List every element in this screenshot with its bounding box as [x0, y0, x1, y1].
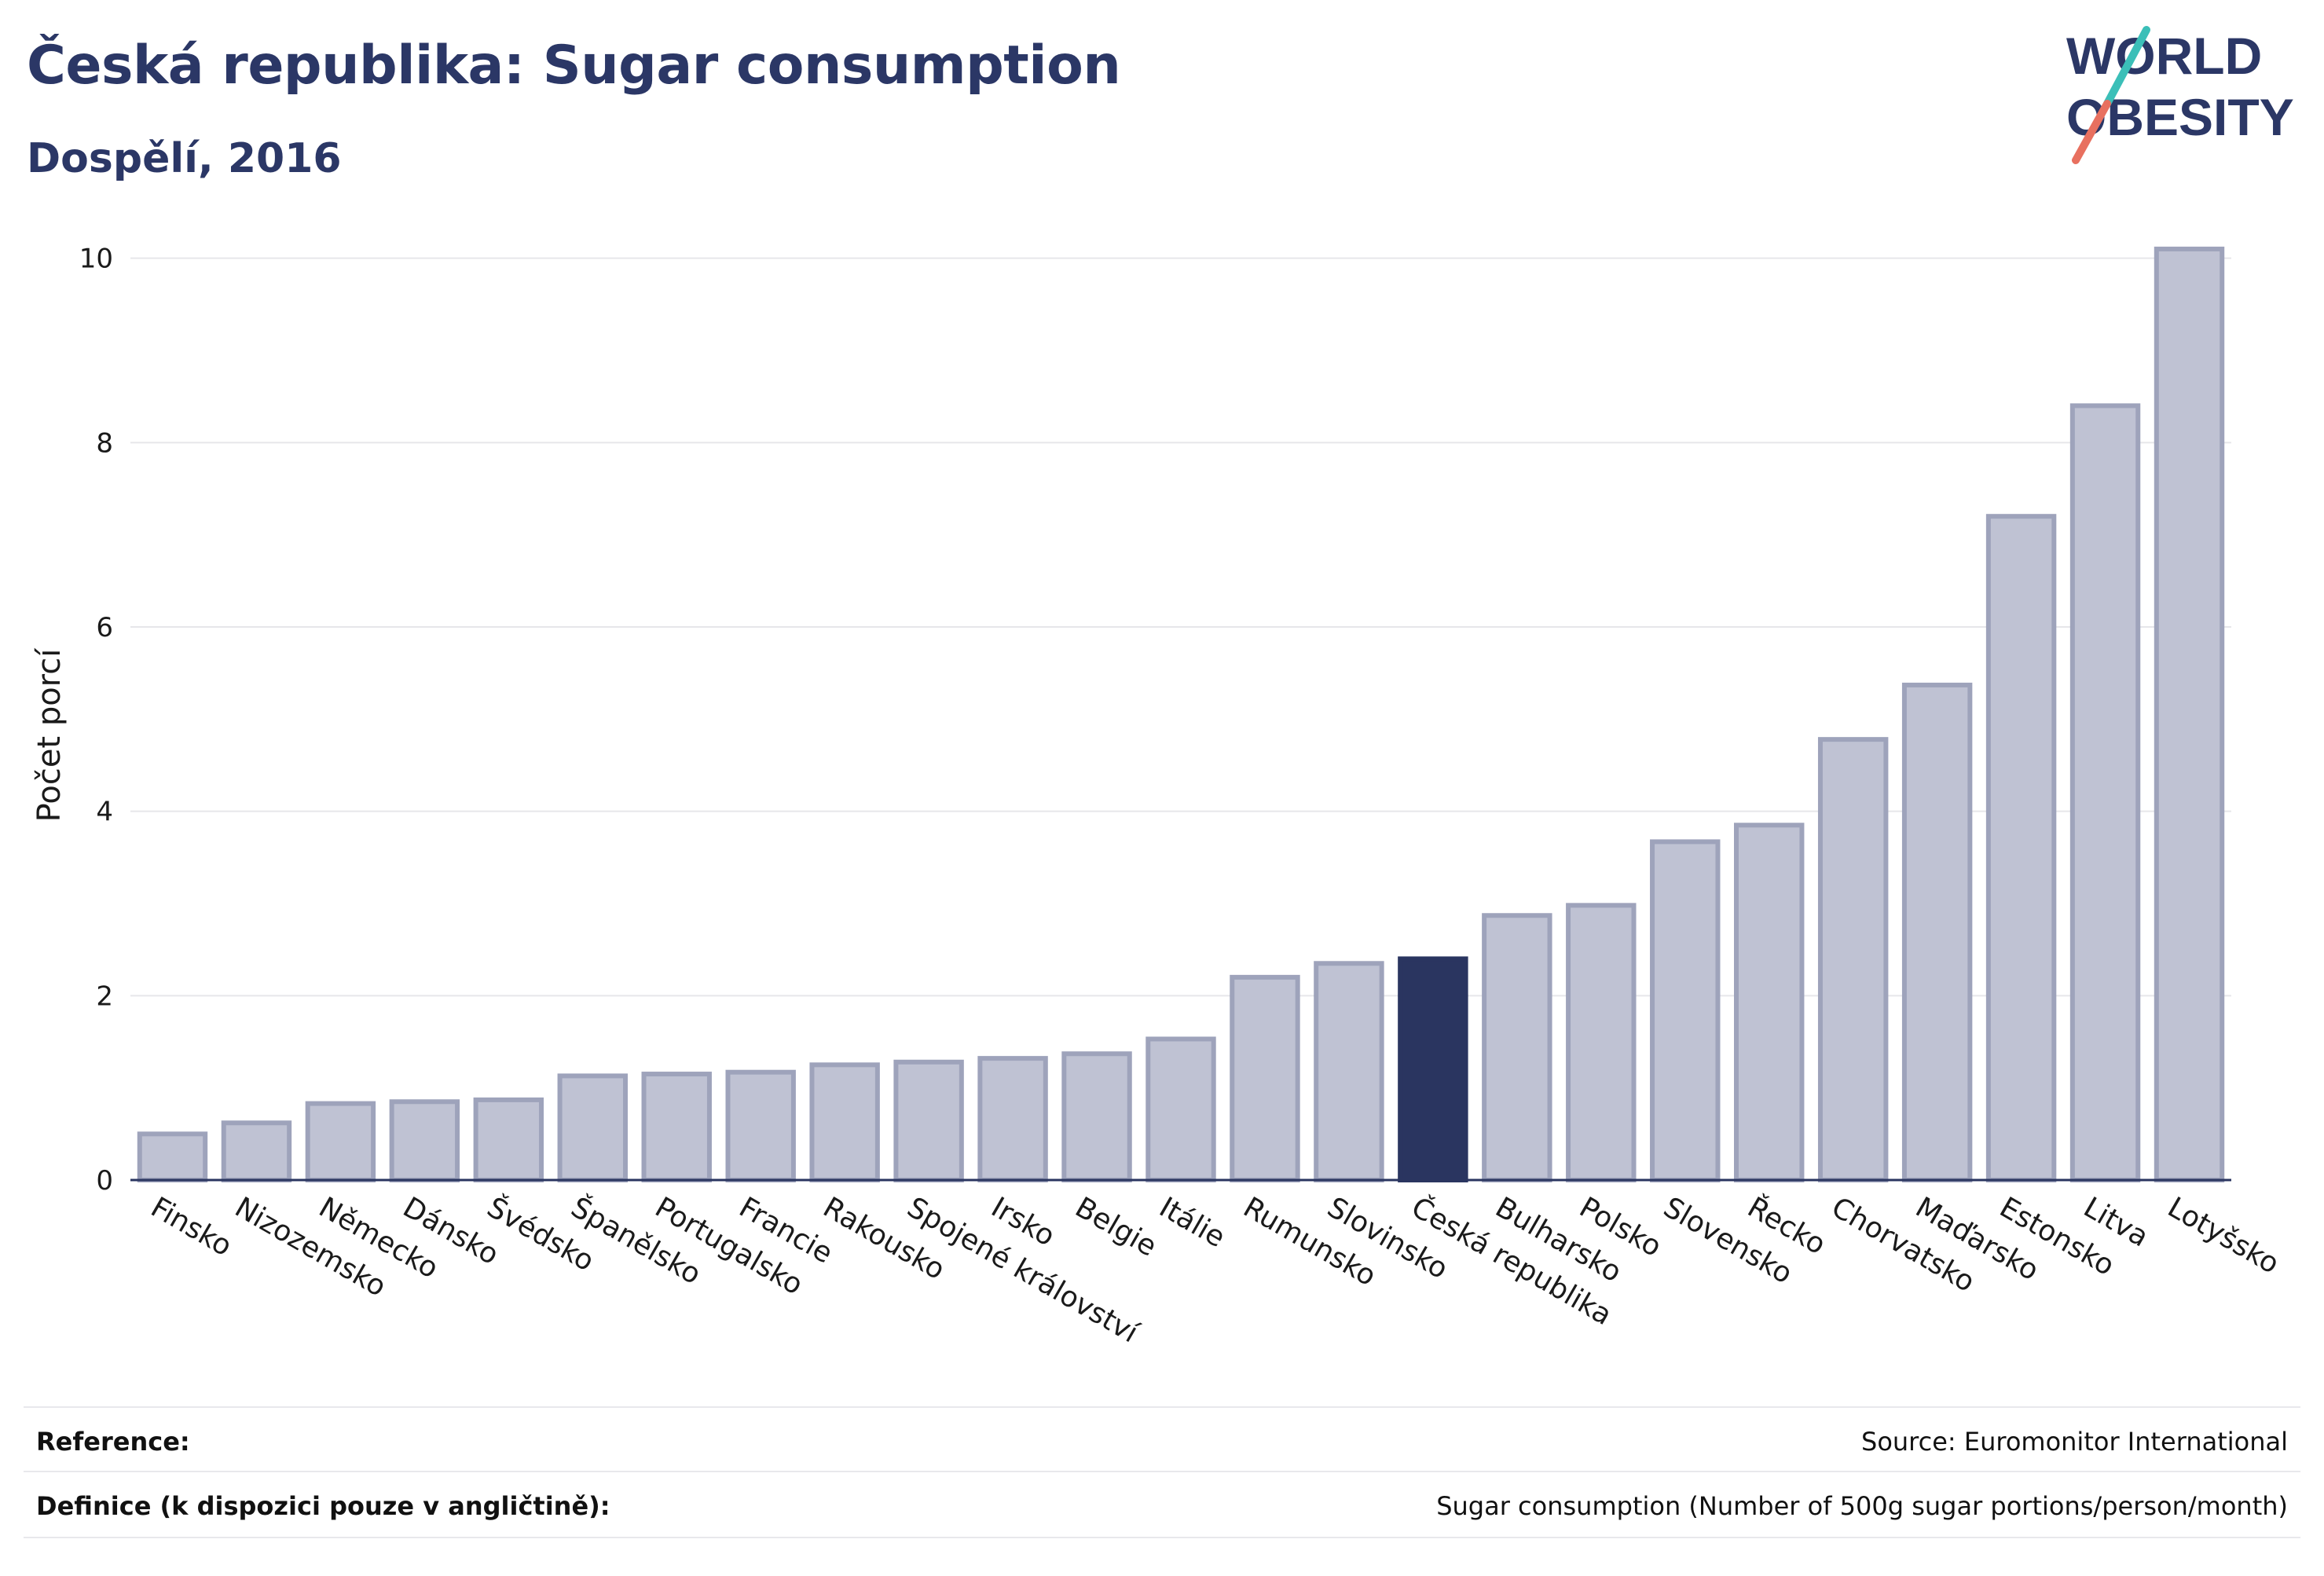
bar — [1817, 737, 1889, 1182]
bar — [1146, 1036, 1216, 1182]
logo-line1: WORLD — [2066, 27, 2262, 85]
bar — [1901, 682, 1973, 1182]
y-tick-label: 2 — [96, 980, 113, 1012]
y-tick-label: 8 — [96, 427, 113, 459]
bar — [977, 1056, 1048, 1182]
definition-row: Definice (k dispozici pouze v angličtině… — [24, 1471, 2300, 1538]
bar — [473, 1097, 544, 1183]
bar-chart: 0 2 4 6 8 10 FinskoNizozemskoNěmeckoDánskoŠvé… — [31, 244, 2285, 1350]
y-tick-label: 0 — [96, 1165, 113, 1197]
definition-label: Definice (k dispozici pouze v angličtině… — [36, 1491, 610, 1521]
chart-subtitle: Dospělí, 2016 — [27, 135, 342, 182]
bar — [1566, 903, 1637, 1182]
y-tick-labels: 0 2 4 6 8 10 — [79, 244, 113, 1197]
bar — [389, 1099, 460, 1183]
bar — [1482, 913, 1552, 1182]
logo-line2: OBESITY — [2066, 88, 2294, 146]
y-tick-label: 10 — [79, 244, 113, 275]
bar — [1230, 974, 1300, 1183]
bar — [2069, 403, 2141, 1182]
logo-slash-coral — [2072, 100, 2111, 164]
bar-highlight — [1398, 956, 1468, 1183]
reference-label: Reference: — [36, 1427, 190, 1457]
reference-row: Reference: Source: Euromonitor Internati… — [24, 1406, 2300, 1472]
y-tick-label: 4 — [96, 797, 113, 828]
bars — [137, 246, 2225, 1183]
bar — [1314, 961, 1384, 1183]
bar — [137, 1131, 208, 1183]
world-obesity-logo: WORLD OBESITY — [2066, 26, 2294, 164]
bar — [1650, 839, 1721, 1183]
bar — [221, 1120, 292, 1182]
y-tick-label: 6 — [96, 612, 113, 643]
definition-value: Sugar consumption (Number of 500g sugar … — [1436, 1491, 2288, 1521]
bar — [1734, 823, 1805, 1183]
bar — [725, 1069, 796, 1182]
bar — [557, 1073, 628, 1182]
bar — [809, 1062, 880, 1183]
x-tick-label: Lotyšsko — [2162, 1191, 2285, 1280]
x-tick-label: Finsko — [145, 1191, 237, 1263]
bar — [1985, 514, 2057, 1182]
bar — [893, 1059, 964, 1183]
logo-slash-teal — [2103, 26, 2150, 108]
bar — [2154, 246, 2225, 1182]
y-axis-label: Počet porcí — [31, 647, 68, 823]
chart-title: Česká republika: Sugar consumption — [27, 35, 1121, 97]
bar — [305, 1101, 376, 1182]
bar — [1061, 1051, 1132, 1182]
reference-value: Source: Euromonitor International — [1861, 1427, 2288, 1457]
x-tick-labels: FinskoNizozemskoNěmeckoDánskoŠvédskoŠpan… — [145, 1190, 2285, 1350]
x-tick-label: Itálie — [1154, 1191, 1231, 1254]
x-tick-label: Belgie — [1070, 1191, 1162, 1263]
bar — [641, 1072, 712, 1182]
